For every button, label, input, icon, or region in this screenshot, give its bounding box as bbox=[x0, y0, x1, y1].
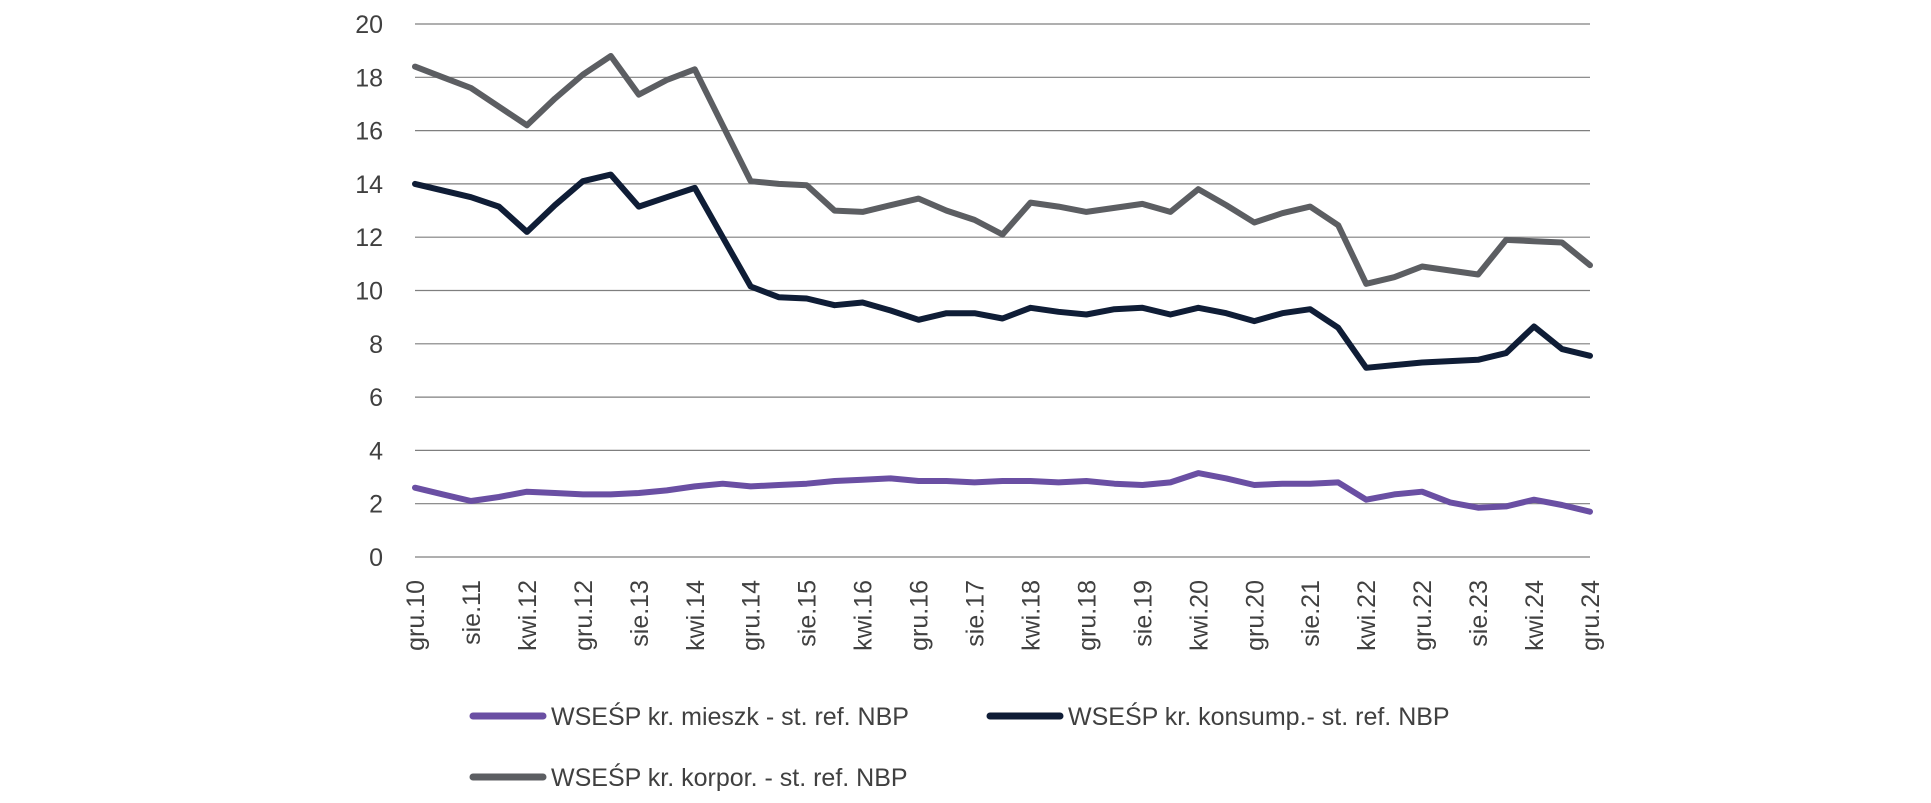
legend-label: WSEŚP kr. korpor. - st. ref. NBP bbox=[551, 762, 908, 792]
series-line-2 bbox=[412, 171, 1593, 371]
x-tick-label: sie.19 bbox=[1129, 580, 1157, 647]
x-tick-label: gru.22 bbox=[1409, 580, 1437, 651]
x-tick-label: gru.20 bbox=[1241, 580, 1269, 651]
x-tick-label: gru.16 bbox=[906, 580, 934, 651]
x-tick-label: gru.24 bbox=[1577, 580, 1605, 651]
y-tick-label: 20 bbox=[355, 11, 383, 39]
legend-item-3: WSEŚP kr. korpor. - st. ref. NBP bbox=[469, 762, 908, 792]
gridlines bbox=[415, 23, 1590, 558]
x-tick-label: gru.12 bbox=[570, 580, 598, 651]
y-tick-label: 14 bbox=[355, 171, 383, 199]
legend-label: WSEŚP kr. mieszk - st. ref. NBP bbox=[551, 701, 909, 731]
y-tick-label: 10 bbox=[355, 278, 383, 306]
x-tick-label: kwi.22 bbox=[1353, 580, 1381, 651]
y-tick-label: 18 bbox=[355, 64, 383, 92]
x-axis-tick-labels: gru.10 sie.11 kwi.12 gru.12 sie.13 kwi.14 gru.… bbox=[402, 580, 1605, 651]
y-axis-tick-labels: 0 2 4 6 8 10 12 14 16 18 20 bbox=[355, 11, 383, 572]
x-tick-label: sie.15 bbox=[794, 580, 822, 647]
legend: WSEŚP kr. mieszk - st. ref. NBP WSEŚP kr.… bbox=[469, 701, 1450, 792]
x-tick-label: sie.21 bbox=[1297, 580, 1325, 647]
y-tick-label: 6 bbox=[369, 384, 383, 412]
x-tick-label: sie.13 bbox=[626, 580, 654, 647]
y-tick-label: 12 bbox=[355, 224, 383, 252]
x-tick-label: sie.23 bbox=[1465, 580, 1493, 647]
x-tick-label: kwi.18 bbox=[1017, 580, 1045, 651]
x-tick-label: kwi.12 bbox=[514, 580, 542, 651]
series-lines bbox=[412, 53, 1593, 515]
legend-item-1: WSEŚP kr. mieszk - st. ref. NBP bbox=[469, 701, 909, 731]
x-tick-label: sie.11 bbox=[458, 580, 486, 645]
x-tick-label: gru.10 bbox=[402, 580, 430, 651]
y-tick-label: 2 bbox=[369, 491, 383, 519]
y-tick-label: 16 bbox=[355, 118, 383, 146]
y-tick-label: 4 bbox=[369, 437, 383, 465]
y-tick-label: 0 bbox=[369, 544, 383, 572]
x-tick-label: sie.17 bbox=[962, 580, 990, 647]
x-tick-label: gru.14 bbox=[738, 580, 766, 651]
x-tick-label: kwi.16 bbox=[850, 580, 878, 651]
x-tick-label: kwi.24 bbox=[1521, 580, 1549, 651]
y-tick-label: 8 bbox=[369, 331, 383, 359]
legend-label: WSEŚP kr. konsump.- st. ref. NBP bbox=[1068, 701, 1450, 731]
legend-item-2: WSEŚP kr. konsump.- st. ref. NBP bbox=[986, 701, 1450, 731]
x-tick-label: gru.18 bbox=[1073, 580, 1101, 651]
x-tick-label: kwi.20 bbox=[1185, 580, 1213, 651]
series-line-1 bbox=[412, 470, 1593, 515]
x-tick-label: kwi.14 bbox=[682, 580, 710, 651]
series-line-3 bbox=[412, 53, 1593, 287]
